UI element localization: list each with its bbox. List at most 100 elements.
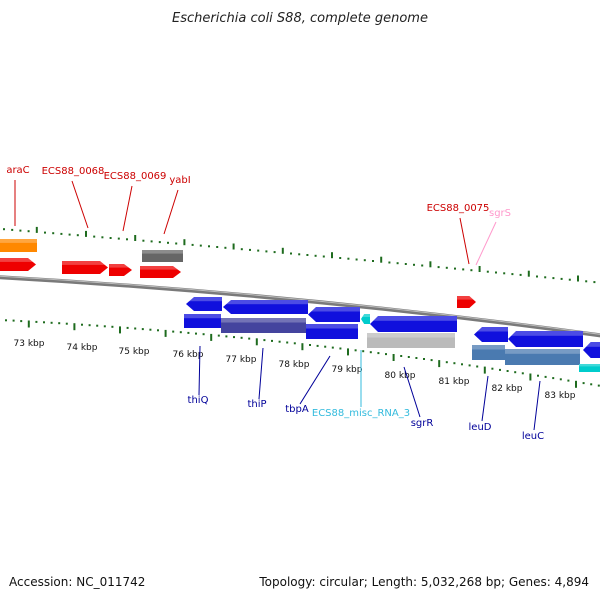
tick-mark [187,331,190,334]
tick-mark [60,232,63,235]
gene-arrow-shape [140,266,181,278]
tick-mark [167,241,169,244]
gene-arrow-shine [583,342,600,347]
gene-ECS88_0069-arrow [109,264,132,276]
tick-mark [430,359,433,362]
tick-mark [306,254,309,256]
tick-mark [568,278,571,281]
label-leuD-leader [481,375,489,422]
tick-mark [68,233,71,236]
gene-features [0,239,600,372]
tick-mark [3,228,5,231]
gene-arrow-shine [370,316,457,321]
gene-ECS88_0075-arrow [457,296,476,308]
gene-araC-arrow [0,239,37,252]
tick-mark [396,262,399,265]
gene-arrow-shape [62,261,108,274]
tick-mark [43,321,45,324]
tick-mark [499,368,501,371]
tick-mark [478,266,481,272]
tick-mark [511,273,514,276]
gene-arrow-shape [474,327,508,342]
label-leuC: leuC [522,431,544,442]
gene-arrow-shine [361,314,370,317]
tick-mark [575,380,577,388]
tick-mark [126,238,128,241]
tick-mark [119,326,121,334]
tick-mark [537,374,539,377]
label-ECS88-misc-RNA-3: ECS88_misc_RNA_3 [312,408,410,419]
tick-mark [529,373,532,381]
label-araC: araC [6,165,29,176]
kbp-label: 77 kbp [226,355,257,365]
tick-mark [141,328,144,331]
gene-thiP-arrow [223,300,308,314]
gene-arrow-shape [361,314,370,324]
tick-mark [298,253,301,256]
tick-mark [445,361,448,364]
gene-arrow-shine [0,258,36,262]
tick-mark [240,248,243,251]
gene-arrow-shine [186,297,222,302]
tick-mark [437,266,440,269]
gene-arrow-shine [457,296,476,300]
kbp-label: 74 kbp [67,343,98,353]
gene-arrow-shape [472,345,505,360]
map-title: Escherichia coli S88, complete genome [172,11,428,26]
gene-block [579,364,600,372]
tick-mark [544,276,547,279]
label-thiQ: thiQ [188,395,209,406]
tick-mark [486,270,489,273]
tick-mark [380,256,383,263]
tick-mark [415,357,418,359]
tick-mark [240,336,243,339]
tick-mark [421,264,424,267]
gene-arrow-shine [221,318,306,323]
tick-mark [470,269,473,272]
tick-mark [255,338,258,346]
tick-mark [208,245,210,248]
gene-arrow-shine [367,333,455,338]
tick-mark [265,250,268,253]
gene-block [184,314,221,328]
tick-mark [438,360,441,368]
tick-mark [183,239,186,246]
tick-mark [20,320,23,323]
tick-mark [506,370,509,372]
tick-mark [453,362,456,365]
tick-mark [27,320,30,328]
tick-mark [217,334,220,337]
label-sgrS-leader [475,221,497,266]
tick-mark [58,322,61,325]
kbp-label: 75 kbp [119,347,150,357]
genome-summary-text: Topology: circular; Length: 5,032,268 bp… [258,575,589,589]
tick-mark [157,329,159,332]
tick-mark [552,377,555,380]
bottom-tick-track [5,319,600,388]
gene-labels: araC ECS88_0068 ECS88_0069 yabI ECS88_0075 sg… [6,165,544,442]
tick-mark [590,383,593,386]
tick-mark [35,226,38,233]
label-sgrR: sgrR [411,418,434,429]
gene-arrow [583,342,600,358]
tick-mark [354,349,357,352]
gene-arrow-shine [306,324,358,329]
tick-mark [158,241,161,244]
tick-mark [52,232,55,235]
kbp-label: 83 kbp [545,391,576,401]
gene-arrow-shape [184,314,221,328]
tick-mark [11,228,14,231]
kbp-scale-labels: 73 kbp 74 kbp 75 kbp 76 kbp 77 kbp 78 kbp 79 k… [14,339,576,401]
tick-mark [514,371,517,374]
gene-arrow-shine [109,264,132,268]
tick-mark [93,235,96,238]
tick-mark [85,230,87,237]
gene-arrow-shine [140,266,181,270]
label-tbpA: tbpA [285,404,309,415]
tick-mark [593,281,596,284]
tick-mark [392,354,395,361]
tick-mark [491,367,494,370]
tick-mark [111,325,114,328]
gene-arrow-shape [223,300,308,314]
tick-mark [179,331,182,334]
